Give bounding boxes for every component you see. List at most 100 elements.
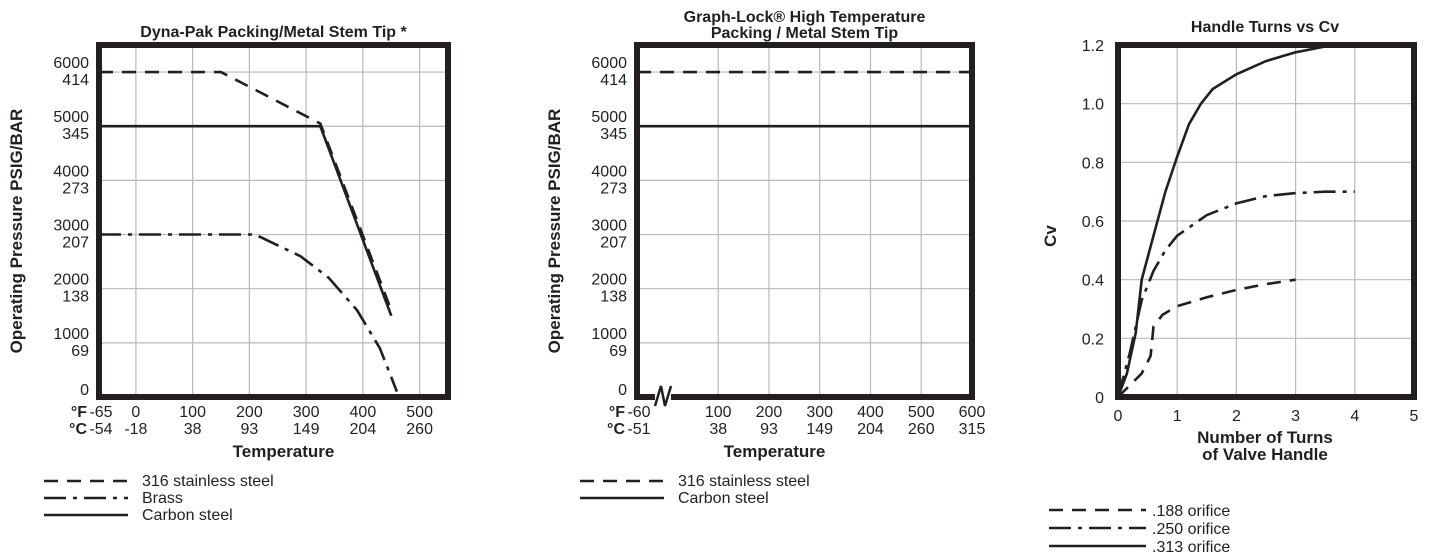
y-tick-label: 5000 (53, 109, 89, 126)
chart-title: Handle Turns vs Cv (1191, 19, 1339, 36)
x-unit-label-f: °F (71, 404, 87, 421)
legend-label: .313 orifice (1152, 539, 1230, 556)
y-tick-label: 6000 (53, 55, 89, 72)
y-axis-label: Operating Pressure PSIG/BAR (545, 109, 564, 354)
legend-label: Carbon steel (678, 490, 769, 507)
y-tick-label: 69 (71, 343, 89, 360)
x-tick-label: 400 (350, 404, 377, 421)
x-tick-label: 300 (806, 404, 833, 421)
x-axis-label: of Valve Handle (1202, 445, 1328, 464)
series-line (99, 124, 393, 317)
x-tick-label: 93 (760, 421, 778, 438)
x-axis-label: Temperature (233, 442, 335, 461)
plot-frame (96, 42, 451, 400)
x-tick-label: 38 (184, 421, 202, 438)
y-tick-label: 345 (62, 126, 89, 143)
chart-title: Graph-Lock® High Temperature (684, 9, 926, 26)
legend-label: 316 stainless steel (678, 473, 810, 490)
x-tick-label: 38 (709, 421, 727, 438)
x-axis-label: Number of Turns (1197, 428, 1333, 447)
x-tick-label: -54 (89, 421, 112, 438)
y-tick-label: 207 (600, 235, 627, 252)
x-tick-label: 1 (1173, 408, 1182, 425)
chart-1: Dyna-Pak Packing/Metal Stem Tip *0100069… (7, 24, 451, 524)
y-tick-label: 1000 (53, 326, 89, 343)
x-tick-label: 200 (756, 404, 783, 421)
x-unit-label-c: °C (69, 421, 87, 438)
x-tick-label: 0 (131, 404, 140, 421)
y-tick-label: 0.6 (1082, 214, 1104, 231)
y-tick-label: 1.0 (1082, 97, 1104, 114)
y-tick-label: 414 (62, 72, 89, 89)
x-tick-label: 204 (350, 421, 377, 438)
y-axis-label: Operating Pressure PSIG/BAR (7, 109, 26, 354)
y-tick-label: 2000 (53, 272, 89, 289)
legend-label: Carbon steel (142, 507, 233, 524)
chart-title: Packing / Metal Stem Tip (711, 25, 899, 42)
x-tick-label: -65 (89, 404, 112, 421)
x-tick-label: 4 (1350, 408, 1359, 425)
y-tick-label: 2000 (591, 272, 627, 289)
y-tick-label: 4000 (53, 163, 89, 180)
y-tick-label: 6000 (591, 55, 627, 72)
y-tick-label: 0 (80, 382, 89, 399)
x-tick-label: -60 (627, 404, 650, 421)
x-tick-label: 3 (1291, 408, 1300, 425)
y-tick-label: 273 (62, 180, 89, 197)
y-tick-label: 1.2 (1082, 38, 1104, 55)
y-tick-label: 0 (618, 382, 627, 399)
plot-frame (634, 42, 975, 400)
x-tick-label: 100 (705, 404, 732, 421)
x-unit-label-f: °F (609, 404, 625, 421)
y-tick-label: 3000 (591, 218, 627, 235)
x-tick-label: 93 (240, 421, 258, 438)
axis-break-mark (653, 385, 673, 407)
x-tick-label: 5 (1410, 408, 1419, 425)
x-tick-label: 260 (406, 421, 433, 438)
y-tick-label: 4000 (591, 163, 627, 180)
plot-frame (1115, 42, 1417, 400)
series-line (1117, 278, 1296, 398)
y-axis-label: Cv (1041, 225, 1060, 247)
x-tick-label: 200 (236, 404, 263, 421)
x-tick-label: 600 (959, 404, 986, 421)
y-tick-label: 0.4 (1082, 273, 1104, 290)
x-tick-label: 100 (179, 404, 206, 421)
x-tick-label: 500 (908, 404, 935, 421)
x-tick-label: -18 (124, 421, 147, 438)
x-unit-label-c: °C (607, 421, 625, 438)
x-tick-label: 300 (293, 404, 320, 421)
chart-3: Handle Turns vs Cv 0 0.2 0.4 0.6 0.8 1.0 1.2 0 1 2… (1041, 19, 1419, 556)
y-tick-label: 0.8 (1082, 155, 1104, 172)
x-tick-label: -51 (627, 421, 650, 438)
y-tick-label: 207 (62, 235, 89, 252)
legend-label: .188 orifice (1152, 503, 1230, 520)
y-tick-label: 273 (600, 180, 627, 197)
series-line (1116, 43, 1344, 398)
series-line (99, 233, 399, 393)
x-tick-label: 2 (1232, 408, 1241, 425)
y-tick-label: 0.2 (1082, 331, 1104, 348)
legend-label: 316 stainless steel (142, 473, 274, 490)
legend-label: .250 orifice (1152, 521, 1230, 538)
series-line (99, 70, 393, 311)
chart-title: Dyna-Pak Packing/Metal Stem Tip * (140, 24, 407, 41)
y-tick-label: 0 (1095, 390, 1104, 407)
y-tick-label: 69 (609, 343, 627, 360)
y-tick-label: 345 (600, 126, 627, 143)
y-tick-label: 138 (62, 289, 89, 306)
x-tick-label: 149 (293, 421, 320, 438)
x-tick-label: 149 (806, 421, 833, 438)
x-tick-label: 0 (1114, 408, 1123, 425)
x-tick-label: 400 (857, 404, 884, 421)
x-tick-label: 260 (908, 421, 935, 438)
x-tick-label: 315 (959, 421, 986, 438)
legend-label: Brass (142, 490, 183, 507)
x-axis-label: Temperature (724, 442, 826, 461)
x-tick-label: 204 (857, 421, 884, 438)
y-tick-label: 1000 (591, 326, 627, 343)
y-tick-label: 5000 (591, 109, 627, 126)
x-tick-label: 500 (406, 404, 433, 421)
